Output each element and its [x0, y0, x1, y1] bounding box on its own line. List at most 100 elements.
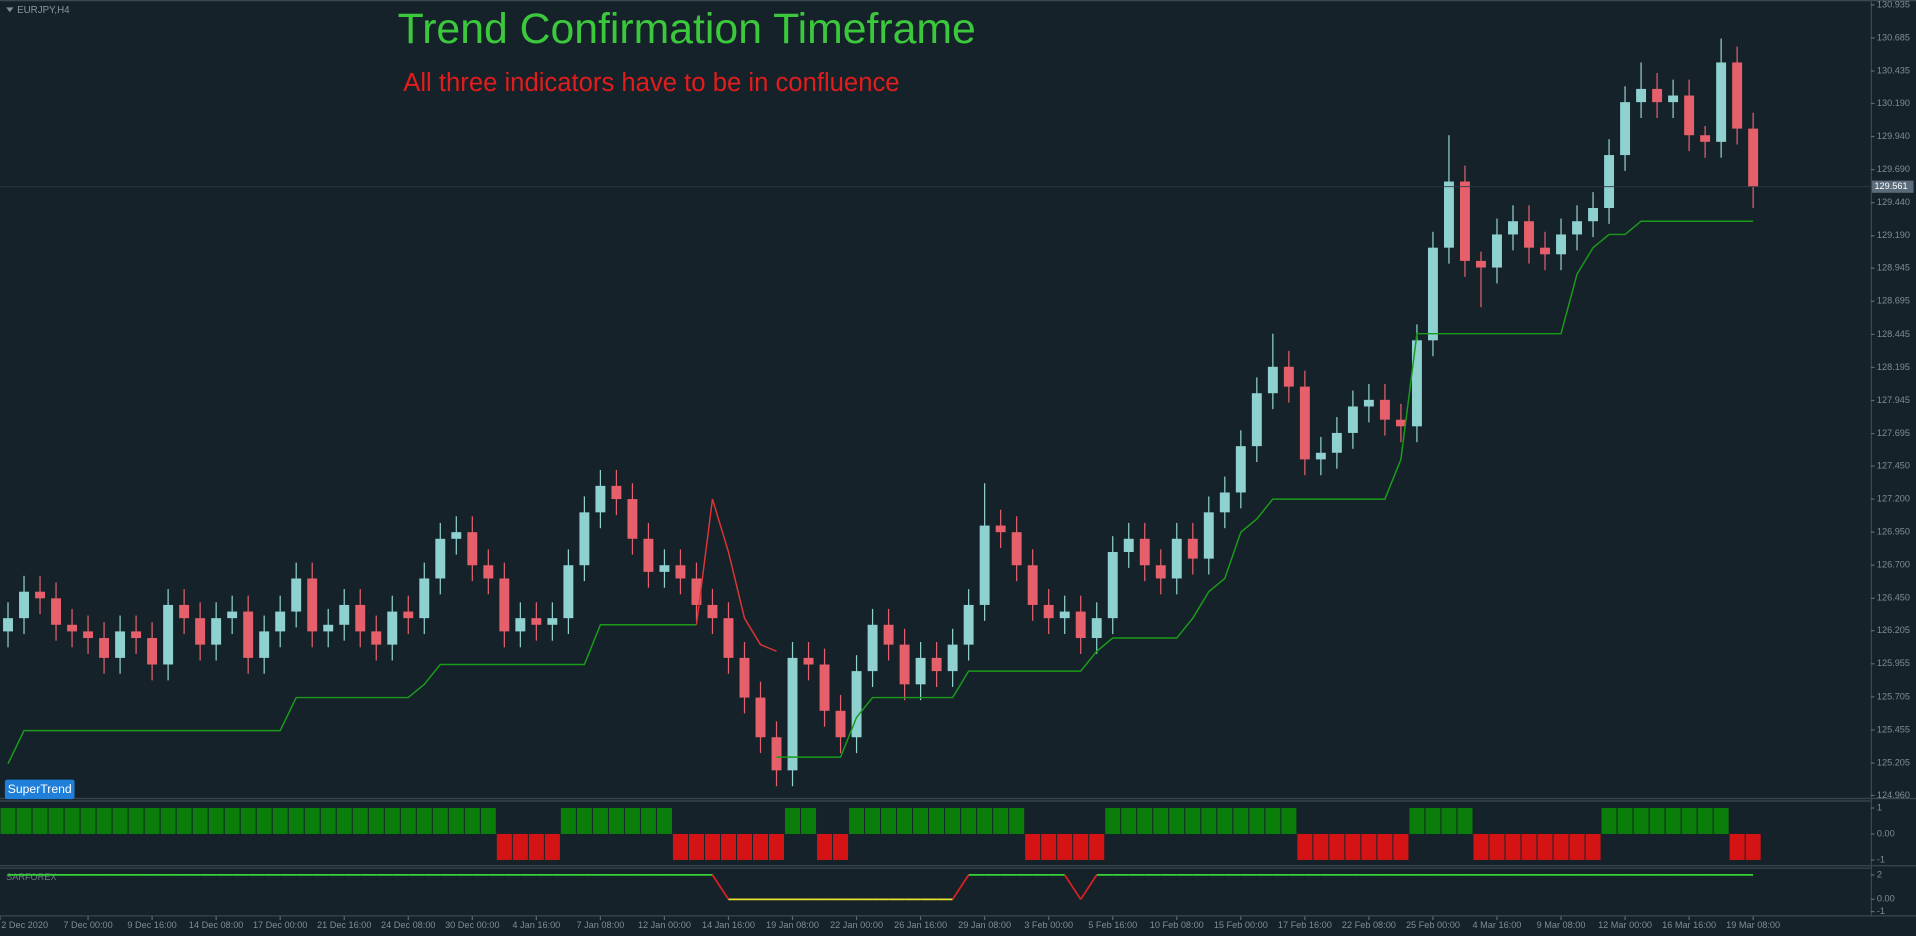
signal-bar — [1393, 833, 1409, 860]
candle-body — [211, 618, 222, 645]
x-tick-label: 26 Jan 16:00 — [894, 920, 947, 930]
y-tick-label: 130.435 — [1877, 65, 1910, 75]
candle-body — [739, 657, 750, 698]
candle-body — [531, 618, 542, 625]
candle-body — [387, 611, 398, 645]
candle-body — [659, 565, 670, 572]
candle-body — [1011, 532, 1022, 566]
signal-bar — [16, 808, 32, 834]
signal-bar — [801, 808, 817, 834]
candle-body — [1059, 611, 1070, 619]
signal-bar — [1009, 808, 1025, 834]
candle-body — [307, 578, 318, 632]
signal-bar — [785, 808, 801, 834]
candle-body — [595, 485, 606, 513]
candle-body — [275, 611, 286, 632]
candle-body — [915, 657, 926, 685]
chart-title: Trend Confirmation Timeframe — [398, 5, 976, 53]
y-tick-label: 130.190 — [1877, 98, 1910, 108]
x-tick-label: 22 Jan 00:00 — [830, 920, 883, 930]
signal-bar — [368, 808, 384, 834]
signal-bar — [208, 808, 224, 834]
signal-bar — [1281, 808, 1297, 834]
signal-bar — [304, 808, 320, 834]
signal-bar — [96, 808, 112, 834]
signal-bar — [656, 808, 672, 834]
candle-body — [1187, 538, 1198, 559]
signal-bar — [240, 808, 256, 834]
signal-bar — [1713, 808, 1729, 834]
candle-body — [1155, 565, 1166, 579]
signal-bar — [1553, 833, 1569, 860]
signal-bar — [897, 808, 913, 834]
candle-body — [35, 591, 45, 599]
candle-body — [1684, 95, 1695, 136]
candle-body — [323, 624, 334, 632]
x-tick-label: 7 Jan 08:00 — [576, 920, 624, 930]
signal-bar — [1697, 808, 1713, 834]
x-tick-label: 17 Dec 00:00 — [253, 920, 307, 930]
candle-body — [627, 499, 638, 539]
candle-body — [67, 624, 78, 632]
candle-body — [563, 565, 574, 619]
y-tick-label: -1 — [1877, 906, 1885, 916]
signal-bar — [1249, 808, 1265, 834]
candle-body — [339, 604, 350, 625]
y-tick-label: 127.450 — [1877, 460, 1910, 470]
y-tick-label: 126.700 — [1877, 560, 1910, 570]
y-tick-label: 125.955 — [1877, 658, 1910, 668]
signal-bar — [1345, 833, 1361, 860]
candle-body — [1588, 207, 1599, 222]
signal-bar — [576, 808, 592, 834]
indicator-label: SARFOREX — [6, 872, 56, 882]
x-tick-label: 2 Dec 2020 — [1, 920, 48, 930]
candle-body — [1476, 260, 1486, 268]
candle-body — [579, 512, 590, 566]
signal-line — [1063, 874, 1082, 900]
signal-bar — [1601, 808, 1617, 834]
candle-body — [963, 604, 974, 645]
candle-body — [1508, 221, 1518, 235]
x-tick-label: 3 Feb 00:00 — [1024, 920, 1073, 930]
indicator-button[interactable]: SuperTrend — [4, 779, 75, 800]
candle-body — [259, 631, 270, 658]
signal-bar — [1425, 808, 1441, 834]
candle-body — [1363, 399, 1374, 407]
candle-body — [419, 578, 430, 619]
candle-body — [675, 565, 686, 579]
button-label[interactable]: SuperTrend — [8, 782, 72, 796]
x-tick-label: 12 Mar 00:00 — [1598, 920, 1652, 930]
candle-body — [947, 644, 958, 672]
signal-bar — [720, 833, 736, 860]
candle-body — [1700, 135, 1711, 142]
panel-frames — [0, 0, 1916, 917]
candle-body — [1652, 88, 1663, 103]
signal-bar — [1313, 833, 1329, 860]
candle-body — [1443, 181, 1454, 248]
candle-body — [1283, 366, 1294, 387]
signal-bar — [256, 808, 272, 834]
x-tick-label: 25 Feb 00:00 — [1406, 920, 1460, 930]
candle-body — [291, 578, 302, 612]
signal-bar — [1633, 808, 1649, 834]
candle-body — [163, 604, 174, 665]
signal-bar — [1569, 833, 1585, 860]
signal-bar — [1617, 808, 1633, 834]
signal-bar — [272, 808, 288, 834]
candle-body — [931, 657, 942, 672]
signal-bar — [640, 808, 656, 834]
signal-bar — [512, 833, 528, 860]
signal-line — [951, 874, 970, 900]
signal-bar — [993, 808, 1009, 834]
candle-body — [1524, 221, 1534, 248]
y-tick-label: 128.695 — [1877, 296, 1910, 306]
signal-bar — [0, 808, 16, 834]
signal-bar — [464, 808, 480, 834]
x-tick-label: 21 Dec 16:00 — [317, 920, 371, 930]
y-tick-label: 129.190 — [1877, 230, 1910, 240]
candle-body — [1732, 62, 1743, 129]
candle-body — [1668, 95, 1679, 103]
signal-bar — [128, 808, 144, 834]
candle-body — [1075, 611, 1086, 639]
